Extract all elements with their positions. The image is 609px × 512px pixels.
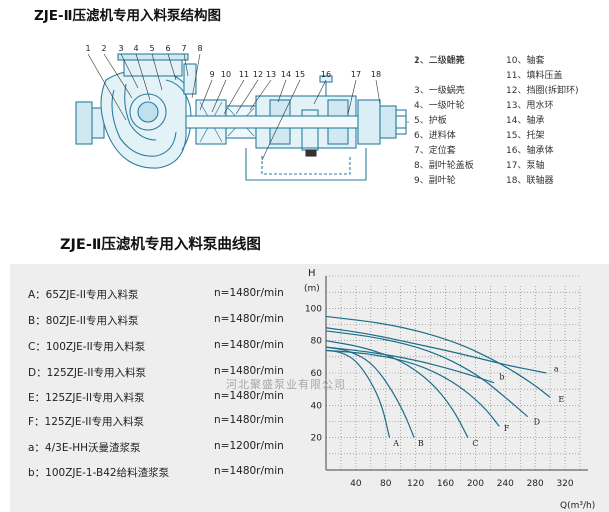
callout-3: 3 — [118, 44, 123, 53]
structure-title: ZJE-Ⅱ压滤机专用入料泵结构图 — [34, 8, 222, 24]
callout-8: 8 — [197, 44, 202, 53]
curve-E — [325, 315, 551, 398]
part-item: 11、填料压盖 — [506, 71, 563, 81]
curve-label-F: F — [504, 424, 510, 433]
legend-item: a：4/3E-HH沃曼渣浆泵 n=1200r/min — [28, 440, 284, 454]
part-item: 14、轴承 — [506, 116, 545, 126]
callout-13: 13 — [266, 70, 276, 79]
part-item: 12、挡圈(拆卸环) — [506, 86, 579, 96]
callout-11: 11 — [239, 70, 249, 79]
x-tick-label: 40 — [350, 479, 362, 489]
curve-title: ZJE-Ⅱ压滤机专用入料泵曲线图 — [60, 237, 261, 253]
part-item: 2、二级叶轮 — [414, 56, 465, 66]
callout-14: 14 — [281, 70, 291, 79]
curve-label-C: C — [472, 439, 478, 448]
curve-a — [325, 327, 547, 374]
part-item: 7、定位套 — [414, 146, 456, 156]
curve-label-E: E — [558, 395, 564, 404]
curve-C — [325, 340, 469, 438]
part-item: 17、泵轴 — [506, 161, 545, 171]
part-item: 5、护板 — [414, 116, 447, 126]
callout-6: 6 — [165, 44, 170, 53]
x-tick-label: 80 — [380, 479, 392, 489]
curve-F — [325, 349, 500, 427]
pump-legend: A：65ZJE-II专用入料泵 n=1480r/min B：80ZJE-II专用入… — [10, 264, 310, 512]
performance-chart: H (m) Q(m³/h) 20 40 60 80 100 40 80 120 160 200 24… — [304, 268, 595, 511]
x-tick-label: 160 — [437, 479, 454, 489]
x-axis-label: Q(m³/h) — [560, 501, 595, 511]
legend-item: D：125ZJE-II专用入料泵 n=1480r/min — [28, 365, 284, 379]
company-watermark: 河北聚盛泵业有限公司 — [226, 378, 346, 391]
part-item: 9、副叶轮 — [414, 176, 456, 186]
y-tick-label: 20 — [311, 434, 323, 444]
legend-item: F：125ZJE-II专用入料泵 n=1480r/min — [28, 414, 284, 428]
y-axis-unit: (m) — [304, 284, 320, 294]
part-item: 3、一级蜗壳 — [414, 86, 465, 96]
callout-12: 12 — [253, 70, 263, 79]
legend-item: C：100ZJE-II专用入料泵 n=1480r/min — [28, 339, 284, 353]
callout-7: 7 — [181, 44, 186, 53]
callout-15: 15 — [295, 70, 305, 79]
part-item: 8、副叶轮盖板 — [414, 161, 474, 171]
curve-label-B: B — [418, 439, 424, 448]
x-tick-label: 320 — [556, 479, 573, 489]
part-item: 6、进料体 — [414, 131, 456, 141]
callout-10: 10 — [221, 70, 231, 79]
part-item: 13、甩水环 — [506, 101, 554, 111]
curve-A — [325, 349, 391, 438]
curve-label-A: A — [392, 439, 399, 448]
callout-2: 2 — [101, 44, 106, 53]
curve-label-b: b — [499, 372, 504, 381]
pump-structure-drawing: 1 2 3 4 5 6 7 8 9 10 11 12 13 14 15 16 1… — [75, 44, 411, 181]
callout-18: 18 — [371, 70, 381, 79]
curve-label-D: D — [534, 418, 540, 427]
curve-label-a: a — [554, 364, 559, 373]
callout-4: 4 — [133, 44, 138, 53]
legend-item: B：80ZJE-II专用入料泵 n=1480r/min — [28, 313, 284, 327]
y-axis-label: H — [308, 268, 316, 279]
legend-item: E：125ZJE-II专用入料泵 n=1480r/min — [28, 390, 284, 404]
callout-16: 16 — [321, 70, 331, 79]
part-item: 1、二级蜗壳 — [414, 56, 465, 66]
x-tick-label: 280 — [527, 479, 544, 489]
callout-1: 1 — [85, 44, 90, 53]
x-tick-label: 240 — [497, 479, 514, 489]
x-tick-label: 200 — [467, 479, 484, 489]
part-item: 16、轴承体 — [506, 146, 554, 156]
part-item: 10、轴套 — [506, 56, 545, 66]
curve-D — [325, 330, 529, 418]
part-item: 4、一级叶轮 — [414, 101, 465, 111]
y-tick-label: 80 — [311, 337, 323, 347]
y-tick-label: 100 — [305, 304, 322, 314]
parts-list: 1、二级蜗壳 2、二级叶轮 3、一级蜗壳 4、一级叶轮 5、护板 6、进料体 7… — [414, 56, 609, 196]
callout-17: 17 — [351, 70, 361, 79]
part-item: 18、联轴器 — [506, 176, 554, 186]
legend-item: A：65ZJE-II专用入料泵 n=1480r/min — [28, 287, 284, 301]
y-tick-label: 40 — [311, 401, 323, 411]
part-item: 15、托架 — [506, 131, 545, 141]
callout-5: 5 — [149, 44, 154, 53]
y-tick-label: 60 — [311, 369, 323, 379]
legend-item: b：100ZJE-1-B42给料渣浆泵 n=1480r/min — [28, 465, 284, 479]
curve-panel: A：65ZJE-II专用入料泵 n=1480r/min B：80ZJE-II专用入… — [10, 264, 609, 512]
x-tick-label: 120 — [407, 479, 424, 489]
curve-b — [325, 346, 495, 384]
callout-9: 9 — [209, 70, 214, 79]
